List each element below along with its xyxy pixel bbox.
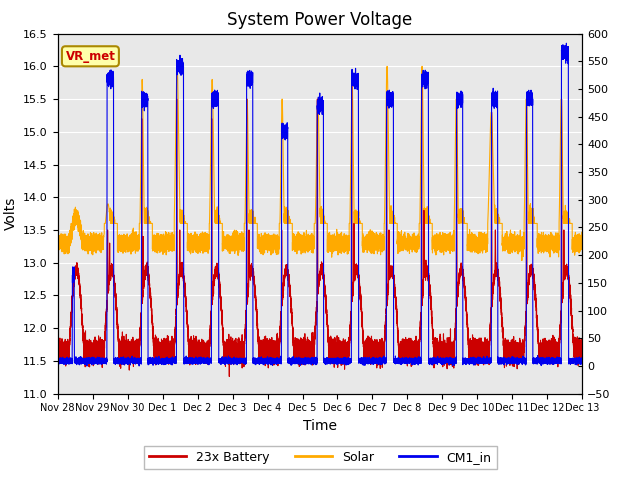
Title: System Power Voltage: System Power Voltage — [227, 11, 413, 29]
Legend: 23x Battery, Solar, CM1_in: 23x Battery, Solar, CM1_in — [143, 446, 497, 469]
X-axis label: Time: Time — [303, 419, 337, 433]
Text: VR_met: VR_met — [65, 50, 115, 63]
Y-axis label: Volts: Volts — [4, 197, 17, 230]
